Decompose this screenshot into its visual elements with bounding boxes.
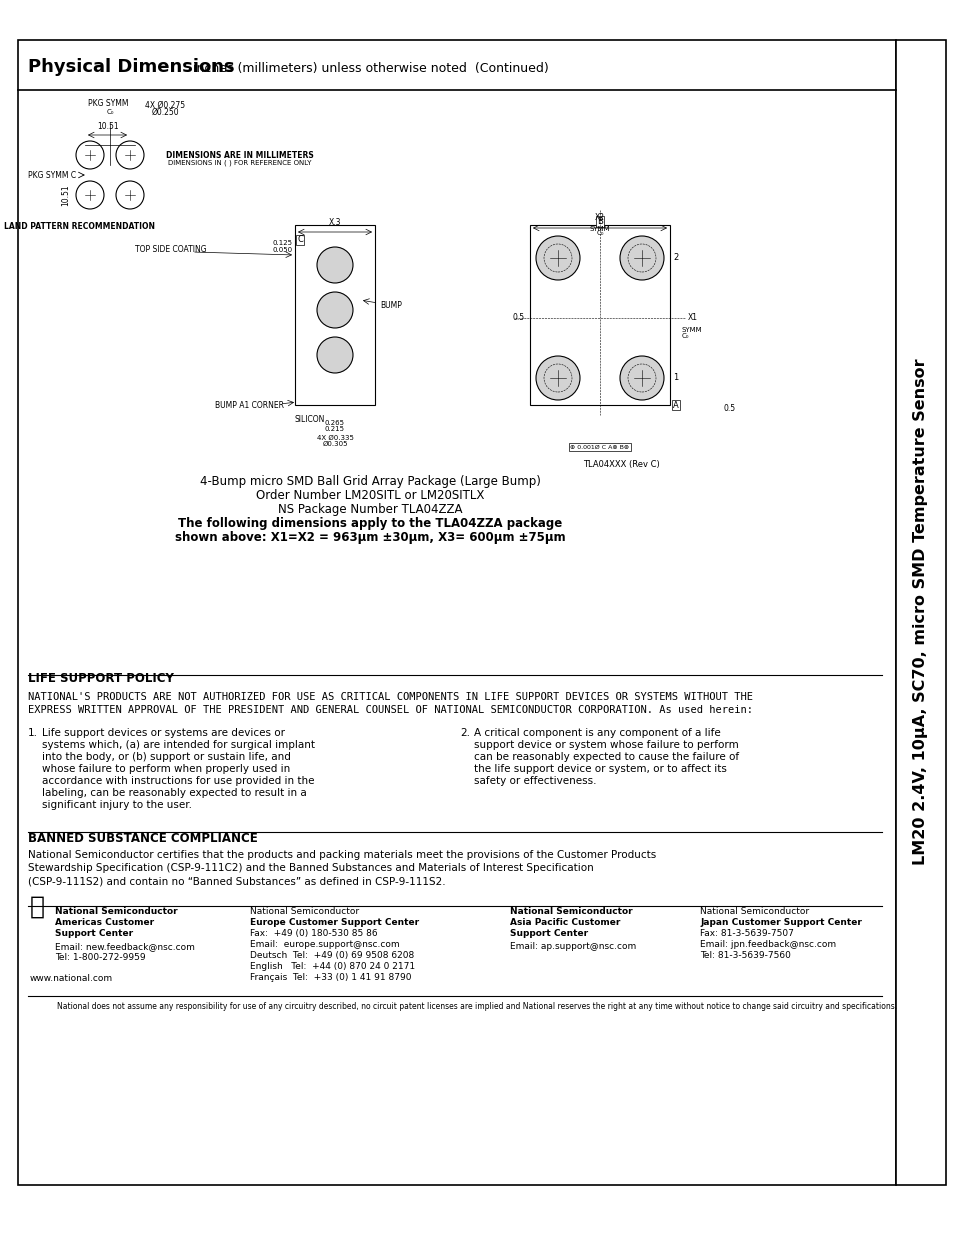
Text: BUMP: BUMP [379,300,401,310]
Text: shown above: X1=X2 = 963μm ±30μm, X3= 600μm ±75μm: shown above: X1=X2 = 963μm ±30μm, X3= 60… [174,531,565,543]
Text: significant injury to the user.: significant injury to the user. [42,800,192,810]
Text: into the body, or (b) support or sustain life, and: into the body, or (b) support or sustain… [42,752,291,762]
Text: Français  Tel:  +33 (0) 1 41 91 8790: Français Tel: +33 (0) 1 41 91 8790 [250,973,411,982]
Text: 2.: 2. [459,727,470,739]
Text: EXPRESS WRITTEN APPROVAL OF THE PRESIDENT AND GENERAL COUNSEL OF NATIONAL SEMICO: EXPRESS WRITTEN APPROVAL OF THE PRESIDEN… [28,705,752,715]
Text: systems which, (a) are intended for surgical implant: systems which, (a) are intended for surg… [42,740,314,750]
Text: SILICON: SILICON [294,415,325,424]
Text: 4-Bump micro SMD Ball Grid Array Package (Large Bump): 4-Bump micro SMD Ball Grid Array Package… [199,475,539,488]
Text: 0.5: 0.5 [723,404,736,412]
Text: can be reasonably expected to cause the failure of: can be reasonably expected to cause the … [474,752,739,762]
Text: Tel: 81-3-5639-7560: Tel: 81-3-5639-7560 [700,951,790,960]
Text: National Semiconductor certifies that the products and packing materials meet th: National Semiconductor certifies that th… [28,850,656,860]
Text: National Semiconductor: National Semiconductor [510,906,632,916]
Text: BUMP A1 CORNER: BUMP A1 CORNER [214,400,284,410]
Text: LIFE SUPPORT POLICY: LIFE SUPPORT POLICY [28,672,173,685]
Text: Ø0.250: Ø0.250 [152,107,179,117]
Circle shape [619,236,663,280]
Text: Americas Customer: Americas Customer [55,918,154,927]
Bar [530,225,669,405]
Text: NS Package Number TLA04ZZA: NS Package Number TLA04ZZA [277,503,462,516]
Bar [294,225,375,405]
Text: the life support device or system, or to affect its: the life support device or system, or to… [474,764,726,774]
Text: Physical Dimensions: Physical Dimensions [28,58,234,77]
Text: X2: X2 [595,212,604,222]
Text: 10.51: 10.51 [61,184,70,206]
Text: National Semiconductor: National Semiconductor [700,906,808,916]
Text: 1: 1 [672,373,678,383]
Text: BANNED SUBSTANCE COMPLIANCE: BANNED SUBSTANCE COMPLIANCE [28,832,257,845]
Text: 10.51: 10.51 [97,122,119,131]
Text: Tel: 1-800-272-9959: Tel: 1-800-272-9959 [55,953,146,962]
Text: The following dimensions apply to the TLA04ZZA package: The following dimensions apply to the TL… [177,517,561,530]
Text: 4X Ø0.335: 4X Ø0.335 [316,435,353,441]
Text: X.3: X.3 [329,219,341,227]
Text: PKG SYMM: PKG SYMM [88,99,129,107]
Text: labeling, can be reasonably expected to result in a: labeling, can be reasonably expected to … [42,788,307,798]
Text: Fax: 81-3-5639-7507: Fax: 81-3-5639-7507 [700,929,793,939]
Text: support device or system whose failure to perform: support device or system whose failure t… [474,740,738,750]
Text: C: C [296,236,303,245]
Text: TOP SIDE COATING: TOP SIDE COATING [135,246,207,254]
Text: A: A [672,400,678,410]
Text: Deutsch  Tel:  +49 (0) 69 9508 6208: Deutsch Tel: +49 (0) 69 9508 6208 [250,951,414,960]
Text: LAND PATTERN RECOMMENDATION: LAND PATTERN RECOMMENDATION [5,222,155,231]
Text: 4X Ø0.275: 4X Ø0.275 [145,101,185,110]
Text: 0.050: 0.050 [273,247,293,253]
Text: X1: X1 [687,314,698,322]
Text: Japan Customer Support Center: Japan Customer Support Center [700,918,861,927]
Circle shape [316,247,353,283]
Bar [895,40,945,1186]
Circle shape [536,236,579,280]
Text: www.national.com: www.national.com [30,974,113,983]
Text: National Semiconductor: National Semiconductor [250,906,358,916]
Text: National does not assume any responsibility for use of any circuitry described, : National does not assume any responsibil… [57,1002,896,1011]
Text: inches (millimeters) unless otherwise noted  (Continued): inches (millimeters) unless otherwise no… [185,62,548,75]
Text: B: B [597,217,602,226]
Text: Order Number LM20SITL or LM20SITLX: Order Number LM20SITL or LM20SITLX [255,489,484,501]
Text: Email: ap.support@nsc.com: Email: ap.support@nsc.com [510,942,636,951]
Text: TLA04XXX (Rev C): TLA04XXX (Rev C) [582,459,659,469]
Text: whose failure to perform when properly used in: whose failure to perform when properly u… [42,764,290,774]
Text: PKG SYMM C: PKG SYMM C [28,170,76,179]
Text: C₀: C₀ [596,230,603,236]
Text: DIMENSIONS IN ( ) FOR REFERENCE ONLY: DIMENSIONS IN ( ) FOR REFERENCE ONLY [168,159,312,167]
Text: 0.5: 0.5 [513,314,524,322]
Text: DIMENSIONS ARE IN MILLIMETERS: DIMENSIONS ARE IN MILLIMETERS [166,151,314,159]
Text: Ⓝ: Ⓝ [30,895,45,919]
Text: LM20 2.4V, 10μA, SC70, micro SMD Temperature Sensor: LM20 2.4V, 10μA, SC70, micro SMD Tempera… [913,358,927,866]
Circle shape [619,356,663,400]
Text: English   Tel:  +44 (0) 870 24 0 2171: English Tel: +44 (0) 870 24 0 2171 [250,962,415,971]
Text: accordance with instructions for use provided in the: accordance with instructions for use pro… [42,776,314,785]
Text: Support Center: Support Center [55,929,133,939]
Text: NATIONAL'S PRODUCTS ARE NOT AUTHORIZED FOR USE AS CRITICAL COMPONENTS IN LIFE SU: NATIONAL'S PRODUCTS ARE NOT AUTHORIZED F… [28,692,752,701]
Text: Email: jpn.feedback@nsc.com: Email: jpn.feedback@nsc.com [700,940,835,948]
Circle shape [316,291,353,329]
Circle shape [316,337,353,373]
Text: SYMM: SYMM [589,226,610,232]
Text: Support Center: Support Center [510,929,587,939]
Text: SYMM: SYMM [681,327,702,333]
Text: 1.: 1. [28,727,38,739]
Text: 0.265: 0.265 [325,420,345,426]
Circle shape [536,356,579,400]
Text: 2: 2 [672,253,678,263]
Text: safety or effectiveness.: safety or effectiveness. [474,776,596,785]
Text: ⊕ 0.001Ø C A⊗ B⊗: ⊕ 0.001Ø C A⊗ B⊗ [570,445,629,450]
Text: 0.215: 0.215 [325,426,345,432]
Text: A critical component is any component of a life: A critical component is any component of… [474,727,720,739]
Text: 0.125: 0.125 [273,240,293,246]
Text: C₀: C₀ [106,109,113,115]
Text: Europe Customer Support Center: Europe Customer Support Center [250,918,418,927]
Text: Stewardship Specification (CSP-9-111C2) and the Banned Substances and Materials : Stewardship Specification (CSP-9-111C2) … [28,863,593,873]
Text: Life support devices or systems are devices or: Life support devices or systems are devi… [42,727,285,739]
Text: (CSP-9-111S2) and contain no “Banned Substances” as defined in CSP-9-111S2.: (CSP-9-111S2) and contain no “Banned Sub… [28,876,445,885]
Text: Asia Pacific Customer: Asia Pacific Customer [510,918,619,927]
Text: Email:  europe.support@nsc.com: Email: europe.support@nsc.com [250,940,399,948]
Text: Ø0.305: Ø0.305 [322,441,348,447]
Text: C₀: C₀ [681,333,689,338]
Text: National Semiconductor: National Semiconductor [55,906,177,916]
Text: Fax:  +49 (0) 180-530 85 86: Fax: +49 (0) 180-530 85 86 [250,929,377,939]
Text: Email: new.feedback@nsc.com: Email: new.feedback@nsc.com [55,942,194,951]
